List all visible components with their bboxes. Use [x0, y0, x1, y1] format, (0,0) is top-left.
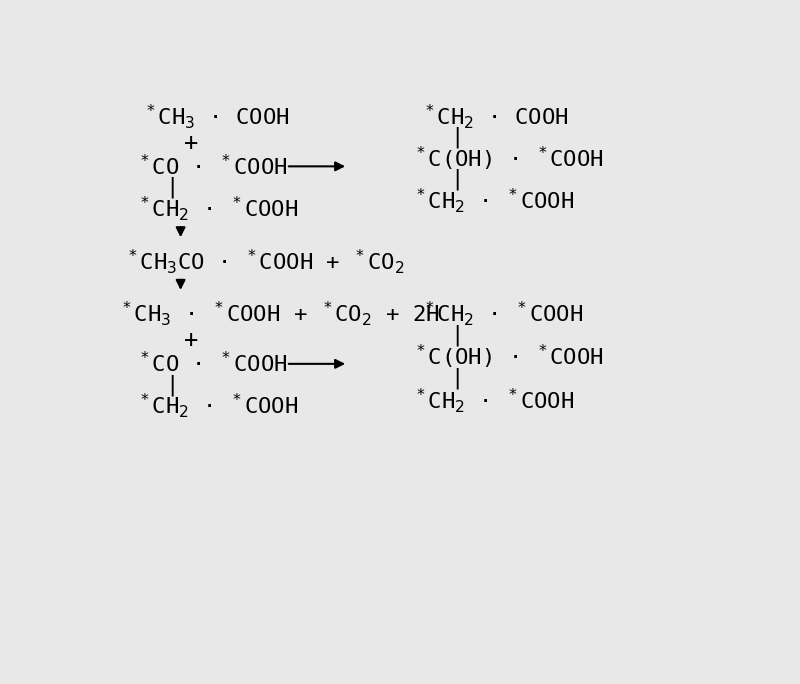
Text: +: +: [184, 131, 198, 155]
Text: |: |: [165, 176, 178, 198]
Text: $^*$CH$_2$ · $^*$COOH: $^*$CH$_2$ · $^*$COOH: [138, 391, 298, 421]
Text: |: |: [165, 374, 178, 395]
Text: $^*$CH$_3$ · COOH: $^*$CH$_3$ · COOH: [143, 102, 290, 131]
Text: $^*$CH$_2$ · $^*$COOH: $^*$CH$_2$ · $^*$COOH: [422, 300, 584, 328]
Text: $^*$CH$_3$CO · $^*$COOH + $^*$CO$_2$: $^*$CH$_3$CO · $^*$COOH + $^*$CO$_2$: [125, 247, 404, 276]
Text: |: |: [450, 367, 464, 389]
Text: |: |: [450, 127, 464, 148]
Text: +: +: [184, 328, 198, 352]
Text: |: |: [450, 169, 464, 190]
Text: $^*$CH$_2$ · $^*$COOH: $^*$CH$_2$ · $^*$COOH: [138, 194, 298, 223]
Text: $^*$C(OH) · $^*$COOH: $^*$C(OH) · $^*$COOH: [413, 343, 604, 371]
Text: $^*$CH$_2$ · $^*$COOH: $^*$CH$_2$ · $^*$COOH: [413, 386, 574, 415]
Text: $^*$CH$_2$ · $^*$COOH: $^*$CH$_2$ · $^*$COOH: [413, 186, 574, 215]
Text: |: |: [450, 324, 464, 345]
Text: $^*$C(OH) · $^*$COOH: $^*$C(OH) · $^*$COOH: [413, 144, 604, 172]
Text: $^*$CO · $^*$COOH: $^*$CO · $^*$COOH: [138, 154, 288, 179]
Text: $^*$CH$_3$ · $^*$COOH + $^*$CO$_2$ + 2H: $^*$CH$_3$ · $^*$COOH + $^*$CO$_2$ + 2H: [118, 300, 439, 328]
Text: $^*$CO · $^*$COOH: $^*$CO · $^*$COOH: [138, 352, 288, 376]
Text: $^*$CH$_2$ · COOH: $^*$CH$_2$ · COOH: [422, 102, 569, 131]
